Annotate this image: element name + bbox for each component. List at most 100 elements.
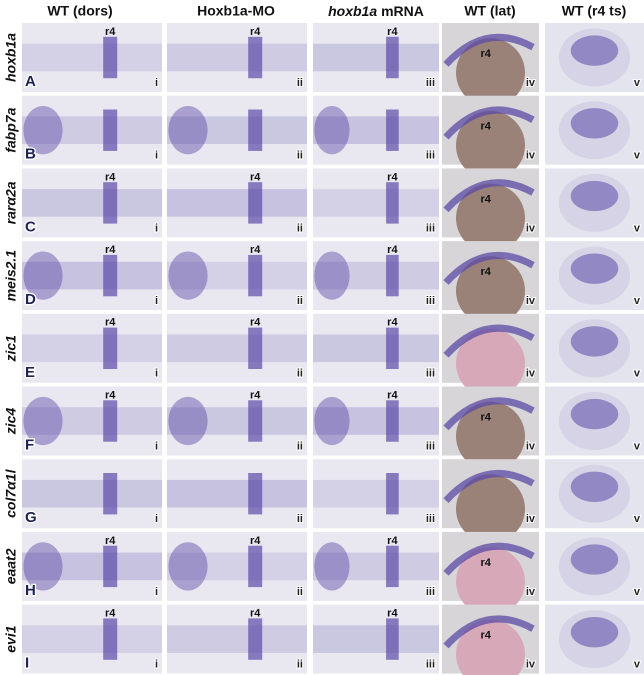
region-label: r4 bbox=[387, 171, 398, 183]
panel-numeral: ii bbox=[297, 659, 303, 671]
stain bbox=[570, 398, 619, 430]
stain bbox=[443, 106, 535, 140]
stain bbox=[443, 615, 535, 649]
panel bbox=[22, 313, 162, 383]
region-label: r4 bbox=[480, 411, 491, 423]
stain bbox=[167, 334, 307, 363]
panel-numeral: i bbox=[155, 513, 158, 525]
panel-numeral: iv bbox=[526, 77, 536, 89]
stain bbox=[22, 43, 162, 72]
column-header: WT (r4 ts) bbox=[562, 3, 627, 19]
stain-band bbox=[103, 618, 118, 660]
region-label: r4 bbox=[250, 535, 261, 547]
panel-numeral: v bbox=[634, 440, 641, 452]
panel bbox=[167, 386, 307, 456]
stain bbox=[313, 261, 439, 290]
panel bbox=[313, 95, 439, 165]
gene-label: col7α1l bbox=[3, 468, 19, 517]
panel-numeral: iv bbox=[526, 659, 536, 671]
stain bbox=[443, 542, 535, 576]
panel bbox=[22, 95, 162, 165]
region-label: r4 bbox=[250, 608, 261, 620]
stain-band bbox=[103, 109, 118, 151]
panel bbox=[22, 23, 162, 92]
panel bbox=[22, 386, 162, 456]
stain bbox=[570, 180, 619, 212]
stain bbox=[313, 625, 439, 653]
gene-label: meis2.1 bbox=[3, 250, 19, 302]
stain-band bbox=[386, 327, 399, 369]
panel-numeral: v bbox=[634, 513, 641, 525]
stain-band bbox=[103, 327, 118, 369]
panel-letter: C bbox=[25, 218, 36, 235]
panel-numeral: iii bbox=[426, 513, 435, 525]
panel bbox=[167, 23, 307, 92]
region-label: r4 bbox=[387, 244, 398, 256]
panel-numeral: ii bbox=[297, 440, 303, 452]
gene-label: rarα2a bbox=[3, 181, 19, 224]
stain-band bbox=[103, 36, 118, 79]
panel-letter: G bbox=[25, 509, 37, 526]
panel-numeral: iii bbox=[426, 150, 435, 162]
stain bbox=[570, 253, 619, 284]
stain bbox=[168, 106, 208, 155]
region-label: r4 bbox=[480, 48, 491, 60]
stain bbox=[570, 471, 619, 502]
panel-numeral: iv bbox=[526, 368, 536, 380]
region-label: r4 bbox=[480, 121, 491, 133]
panel-numeral: iii bbox=[426, 586, 435, 598]
stain bbox=[313, 552, 439, 581]
panel-numeral: i bbox=[155, 586, 158, 598]
stain-band bbox=[248, 327, 263, 369]
panel-letter: H bbox=[25, 582, 36, 599]
panel bbox=[313, 241, 439, 311]
stain bbox=[168, 396, 208, 446]
region-label: r4 bbox=[105, 244, 116, 256]
panel bbox=[313, 604, 439, 674]
region-label: r4 bbox=[480, 630, 491, 642]
stain-band bbox=[386, 254, 399, 297]
panel-numeral: v bbox=[634, 150, 641, 162]
region-label: r4 bbox=[387, 317, 398, 329]
stain bbox=[570, 35, 619, 66]
column-header: Hoxb1a-MO bbox=[197, 3, 275, 19]
stain bbox=[22, 261, 162, 290]
region-label: r4 bbox=[250, 389, 261, 401]
stain bbox=[167, 407, 307, 435]
stain-band bbox=[386, 545, 399, 588]
yolk bbox=[456, 256, 525, 326]
region-label: r4 bbox=[387, 535, 398, 547]
stain bbox=[23, 251, 63, 300]
region-label: r4 bbox=[105, 171, 116, 183]
panel bbox=[167, 604, 307, 674]
panel bbox=[313, 531, 439, 601]
panel-numeral: iii bbox=[426, 440, 435, 452]
stain-band bbox=[248, 36, 263, 79]
panel-numeral: iv bbox=[526, 586, 536, 598]
panel bbox=[22, 168, 162, 238]
stain bbox=[168, 251, 208, 300]
stain-band bbox=[103, 182, 118, 224]
stain bbox=[570, 544, 619, 575]
stain bbox=[313, 334, 439, 363]
gene-label: zic4 bbox=[3, 408, 19, 436]
stain-band bbox=[386, 473, 399, 515]
panel bbox=[313, 168, 439, 238]
stain bbox=[313, 479, 439, 508]
stain bbox=[167, 552, 307, 581]
stain bbox=[314, 251, 350, 300]
column-header: WT (lat) bbox=[464, 3, 515, 19]
panel-numeral: iii bbox=[426, 368, 435, 380]
stain bbox=[443, 251, 535, 285]
region-label: r4 bbox=[250, 244, 261, 256]
panel-numeral: ii bbox=[297, 368, 303, 380]
region-label: r4 bbox=[105, 535, 116, 547]
stain-band bbox=[386, 400, 399, 442]
stain bbox=[23, 396, 63, 446]
stain bbox=[22, 407, 162, 435]
region-label: r4 bbox=[480, 266, 491, 278]
panel bbox=[167, 531, 307, 601]
yolk bbox=[456, 619, 525, 675]
yolk bbox=[456, 38, 525, 108]
